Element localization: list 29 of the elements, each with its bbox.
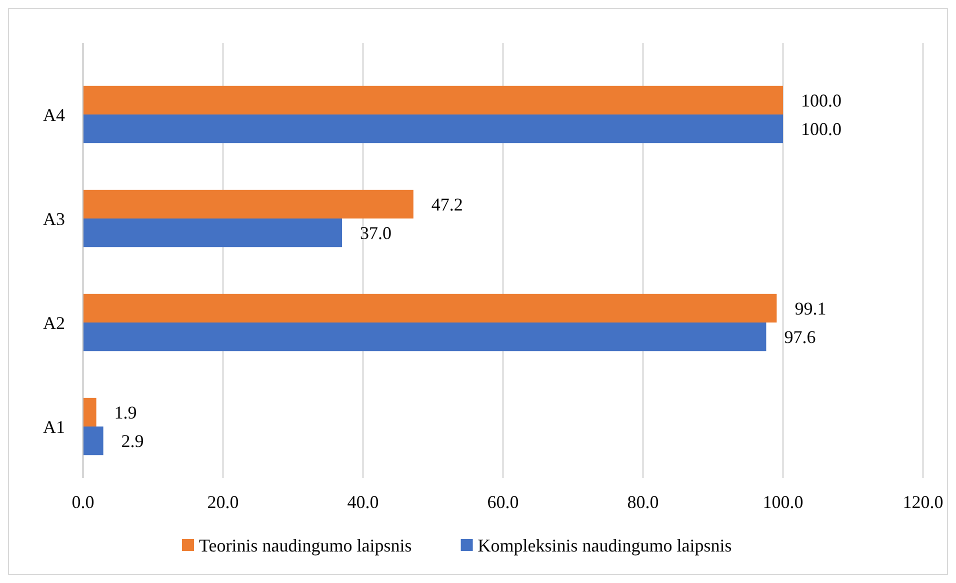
data-label: 1.9 <box>114 402 137 423</box>
bar <box>83 190 414 218</box>
y-tick-label: A3 <box>43 208 65 229</box>
legend-label: Kompleksinis naudingumo laipsnis <box>478 535 732 556</box>
legend-label: Teorinis naudingumo laipsnis <box>199 535 412 556</box>
data-label: 47.2 <box>431 194 463 214</box>
data-label: 37.0 <box>360 223 392 244</box>
bar <box>83 398 96 427</box>
data-label: 99.1 <box>794 298 826 319</box>
x-tick-label: 40.0 <box>347 492 379 512</box>
y-tick-label: A2 <box>43 312 65 333</box>
bar <box>83 218 342 248</box>
x-tick-label: 100.0 <box>762 492 804 512</box>
x-tick-label: 80.0 <box>627 492 659 512</box>
y-tick-label: A1 <box>43 416 65 437</box>
data-label: 97.6 <box>784 327 816 348</box>
bar <box>83 114 783 144</box>
data-label: 100.0 <box>801 90 842 110</box>
x-tick-label: 20.0 <box>207 492 239 512</box>
data-label: 2.9 <box>121 431 144 452</box>
x-tick-label: 0.0 <box>72 492 94 512</box>
x-tick-label: 120.0 <box>902 492 944 512</box>
bar <box>83 322 766 352</box>
bar <box>83 86 783 114</box>
data-label: 100.0 <box>801 119 842 140</box>
y-tick-label: A4 <box>43 104 65 125</box>
bar <box>83 294 777 323</box>
bar <box>83 426 104 456</box>
x-tick-label: 60.0 <box>487 492 519 512</box>
